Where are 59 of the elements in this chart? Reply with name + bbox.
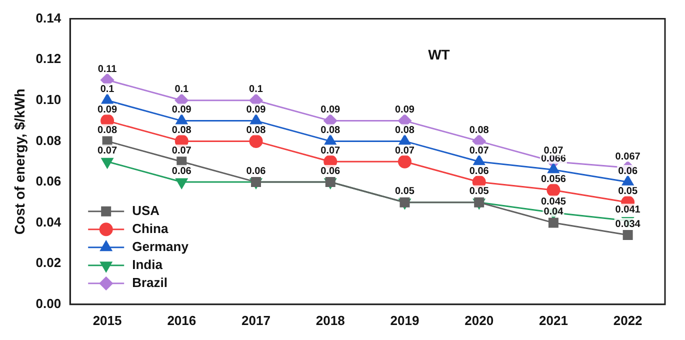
y-tick-label: 0.02 xyxy=(36,255,62,270)
data-label: 0.06 xyxy=(172,166,192,177)
data-label: 0.045 xyxy=(540,196,566,208)
data-label: 0.09 xyxy=(246,104,266,116)
data-label: 0.08 xyxy=(172,124,192,136)
data-label: 0.07 xyxy=(320,145,341,156)
data-label: 0.066 xyxy=(540,154,566,165)
data-label: 0.05 xyxy=(469,186,490,198)
data-label: 0.056 xyxy=(540,174,566,185)
data-label: 0.09 xyxy=(98,104,118,116)
data-label: 0.08 xyxy=(246,124,266,136)
data-label: 0.04 xyxy=(544,206,564,218)
x-tick-label: 2015 xyxy=(92,312,122,328)
data-label: 0.09 xyxy=(395,104,415,116)
y-tick-label: 0.04 xyxy=(36,214,62,230)
data-label: 0.11 xyxy=(98,64,118,75)
data-label: 0.08 xyxy=(320,124,341,136)
data-label: 0.034 xyxy=(615,218,641,230)
x-tick-label: 2017 xyxy=(242,312,270,328)
data-label: 0.06 xyxy=(246,166,266,177)
data-label: 0.08 xyxy=(469,124,490,136)
text: WT xyxy=(428,46,450,63)
x-tick-label: 2021 xyxy=(538,312,568,328)
legend-label: USA xyxy=(132,202,160,218)
y-tick-label: 0.12 xyxy=(36,51,62,66)
y-tick-label: 0.08 xyxy=(36,132,62,148)
x-tick-label: 2018 xyxy=(316,312,345,328)
data-label: 0.09 xyxy=(172,104,192,116)
data-label: 0.09 xyxy=(320,104,341,116)
data-label: 0.1 xyxy=(249,84,264,96)
data-label: 0.1 xyxy=(100,84,115,96)
data-label: 0.08 xyxy=(395,124,415,136)
legend-label: India xyxy=(132,256,164,272)
data-label: 0.07 xyxy=(469,145,490,156)
data-label: 0.07 xyxy=(98,145,118,156)
legend-label: Germany xyxy=(132,238,190,254)
x-tick-label: 2022 xyxy=(613,312,642,328)
data-label: 0.05 xyxy=(395,186,415,198)
data-label: 0.07 xyxy=(172,145,192,156)
data-label: 0.07 xyxy=(544,145,564,156)
data-label: 0.1 xyxy=(174,84,190,96)
y-axis-title: Cost of energy, $/kWh xyxy=(11,88,28,235)
data-label: 0.06 xyxy=(320,166,341,177)
y-tick-label: 0.06 xyxy=(36,174,62,189)
data-label: 0.08 xyxy=(98,124,118,136)
legend-label: Brazil xyxy=(132,274,168,290)
x-tick-label: 2016 xyxy=(167,312,196,328)
y-tick-label: 0.00 xyxy=(36,296,62,311)
x-tick-label: 2019 xyxy=(390,312,420,328)
data-label: 0.041 xyxy=(615,204,641,216)
y-tick-label: 0.10 xyxy=(36,92,62,107)
legend-label: China xyxy=(132,220,169,236)
x-tick-label: 2020 xyxy=(464,312,494,328)
y-tick-label: 0.14 xyxy=(36,10,62,26)
data-label: 0.05 xyxy=(618,186,638,198)
data-label: 0.07 xyxy=(395,145,415,156)
data-label: 0.06 xyxy=(618,166,638,177)
data-label: 0.06 xyxy=(469,166,490,177)
data-label: 0.067 xyxy=(615,151,641,162)
